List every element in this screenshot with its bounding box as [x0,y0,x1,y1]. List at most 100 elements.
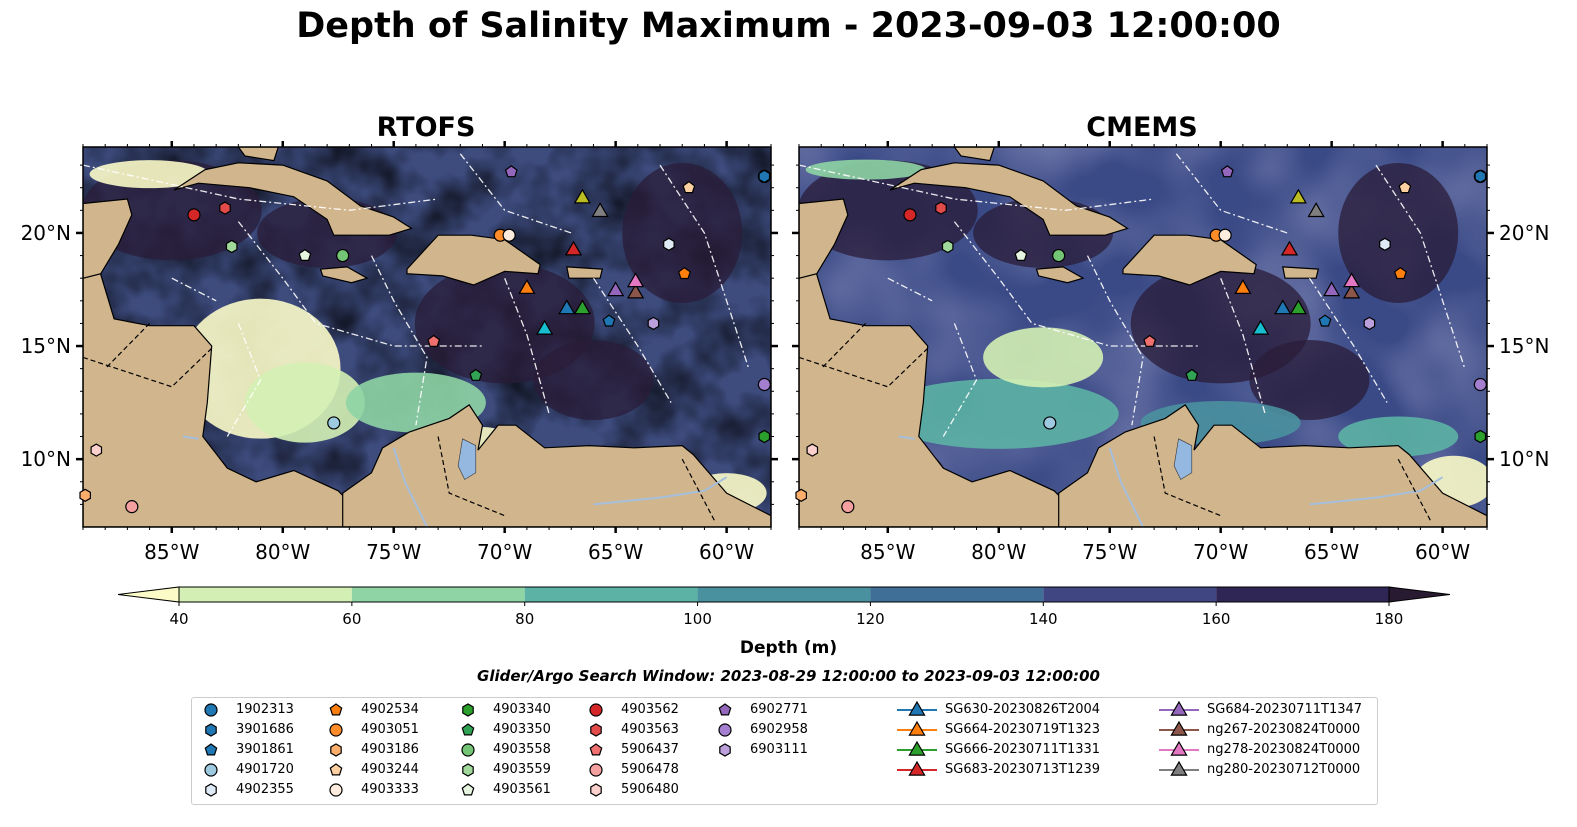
legend-label: ng280-20230712T0000 [1207,762,1361,777]
panel-title-cmems: CMEMS [1086,112,1198,143]
legend-marker-icon [204,763,218,777]
obs-marker-4903244 [682,180,696,194]
obs-marker-4903340 [758,429,771,444]
legend-circle-icon [329,723,343,737]
obs-marker-3901861 [602,314,616,327]
legend-item: ng267-20230824T0000 [1159,720,1360,740]
colorbar-segment [351,587,525,602]
legend-marker-icon [204,743,218,756]
legend-label: 4903562 [621,702,679,717]
obs-marker-ng289-20230712T0000 [573,188,591,204]
legend-circle-icon [718,723,732,737]
legend-marker-icon [329,783,343,797]
legend-circle-icon [589,703,603,717]
legend-hexagon-icon [590,723,602,737]
obs-marker-4903559 [941,239,954,254]
legend-item: 4903558 [457,740,551,760]
obs-marker-4903186 [79,488,92,502]
legend-hexagon-icon [462,763,474,777]
legend-triangle-icon [908,760,926,776]
legend-triangle-icon [908,700,926,716]
legend-pentagon-icon [589,743,603,756]
legend-label: 4901720 [236,762,294,777]
legend-hexagon-icon [590,783,602,797]
legend-label: 4903186 [361,742,419,757]
legend-pentagon-icon [461,723,475,736]
obs-marker-ng278-20230824T0000 [626,272,645,288]
legend-item: 4903244 [325,760,419,780]
obs-marker-4903563 [935,201,947,215]
obs-marker-SG664-20230719T1323 [518,278,536,294]
obs-marker-SG666-20230711T1331 [573,299,591,315]
legend-circle-icon [589,763,603,777]
obs-marker-SG630-20230826T2004 [1274,299,1292,315]
legend-marker-icon [897,700,937,716]
legend-marker-icon [1159,760,1199,776]
obs-marker-4903559 [225,239,238,254]
legend: 1902313 3901686 3901861 4901720 4902355 49025… [191,697,1378,805]
lon-tick-label: 70°W [1193,540,1248,564]
obs-marker-3901686 [758,169,771,184]
colorbar-segment [179,587,352,602]
map-panel-rtofs [83,147,771,527]
legend-marker-icon [1159,700,1199,716]
legend-item: SG666-20230711T1331 [897,740,1100,760]
legend-label: SG666-20230711T1331 [945,742,1101,757]
obs-marker-5906480 [806,443,819,457]
legend-item: 6902771 [714,700,808,720]
legend-item: 4903563 [585,720,679,740]
obs-marker-4903333 [502,228,516,242]
colorbar-segment [1216,587,1389,602]
colorbar-segment [697,587,871,602]
obs-marker-5906478 [125,500,139,514]
legend-item: SG683-20230713T1239 [897,760,1100,780]
obs-marker-4902534 [677,266,691,280]
legend-item: ng280-20230712T0000 [1159,760,1360,780]
colorbar-tick-label: 120 [856,610,885,628]
lat-tick-label: 10°N [1499,447,1549,471]
legend-marker-icon [461,743,475,757]
lon-tick-label: 75°W [1082,540,1137,564]
legend-label: 3901861 [236,742,294,757]
obs-marker-6903111 [1363,316,1376,331]
obs-marker-4902355 [663,237,675,251]
obs-marker-SG683-20230713T1239 [564,240,583,256]
obs-marker-ng289-20230712T0000 [1289,188,1307,204]
legend-item: SG664-20230719T1323 [897,720,1100,740]
obs-marker-4903561 [1014,248,1028,261]
legend-hexagon-icon [205,783,217,797]
obs-marker-5906480 [90,443,103,457]
obs-marker-4903340 [1474,429,1487,444]
legend-label: 6902958 [750,722,808,737]
legend-item: SG684-20230711T1347 [1159,700,1362,720]
legend-label: 5906437 [621,742,679,757]
obs-marker-3901686 [1474,169,1487,184]
legend-label: 5906480 [621,782,679,797]
obs-marker-4903563 [219,201,231,215]
legend-item: 4903340 [457,700,551,720]
legend-label: 4903558 [493,742,551,757]
legend-marker-icon [589,703,603,717]
obs-marker-ng427-20230711T0000 [1251,319,1270,335]
obs-marker-6902958 [757,377,771,392]
legend-triangle-icon [1170,700,1188,716]
legend-label: 4903244 [361,762,419,777]
legend-marker-icon [205,783,217,797]
lat-tick-label: 15°N [1499,334,1549,358]
obs-marker-6902771 [1220,165,1234,178]
legend-marker-icon [590,723,602,737]
legend-label: SG630-20230826T2004 [945,702,1101,717]
legend-marker-icon [462,703,474,717]
colorbar-segment [524,587,698,602]
legend-triangle-icon [1170,740,1188,756]
legend-marker-icon [589,763,603,777]
legend-marker-icon [719,743,731,757]
legend-label: 1902313 [236,702,294,717]
lon-tick-label: 65°W [1304,540,1359,564]
legend-item: 4903559 [457,760,551,780]
legend-triangle-icon [1170,760,1188,776]
lon-tick-label: 60°W [699,540,754,564]
legend-hexagon-icon [719,743,731,757]
legend-item: 3901861 [200,740,294,760]
